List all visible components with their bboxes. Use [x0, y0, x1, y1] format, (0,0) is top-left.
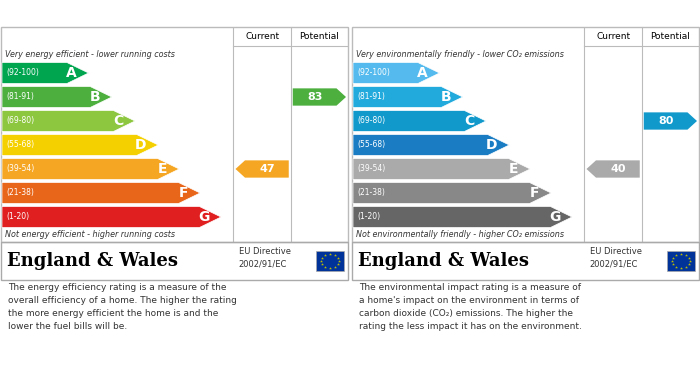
Text: (81-91): (81-91): [6, 93, 34, 102]
Text: England & Wales: England & Wales: [358, 252, 529, 270]
Polygon shape: [2, 135, 158, 156]
Text: EU Directive
2002/91/EC: EU Directive 2002/91/EC: [239, 247, 290, 269]
Polygon shape: [587, 160, 640, 178]
Text: A: A: [66, 66, 77, 80]
Polygon shape: [353, 86, 463, 108]
Text: Very environmentally friendly - lower CO₂ emissions: Very environmentally friendly - lower CO…: [356, 50, 564, 59]
Text: Current: Current: [596, 32, 630, 41]
Polygon shape: [644, 112, 697, 130]
Text: F: F: [178, 186, 188, 200]
Text: The energy efficiency rating is a measure of the
overall efficiency of a home. T: The energy efficiency rating is a measur…: [8, 283, 237, 331]
Text: 80: 80: [658, 116, 673, 126]
Text: Current: Current: [245, 32, 279, 41]
Text: A: A: [417, 66, 428, 80]
Polygon shape: [353, 206, 572, 228]
Text: D: D: [486, 138, 498, 152]
Text: (92-100): (92-100): [6, 68, 39, 77]
Text: E: E: [158, 162, 167, 176]
Polygon shape: [353, 158, 530, 179]
Text: 83: 83: [307, 92, 322, 102]
Polygon shape: [353, 111, 486, 131]
Text: G: G: [198, 210, 209, 224]
Polygon shape: [2, 158, 179, 179]
Text: 40: 40: [610, 164, 626, 174]
Polygon shape: [2, 111, 135, 131]
Text: D: D: [135, 138, 146, 152]
Text: (21-38): (21-38): [357, 188, 385, 197]
Text: (69-80): (69-80): [6, 117, 34, 126]
Polygon shape: [353, 183, 551, 203]
Text: (55-68): (55-68): [6, 140, 34, 149]
Text: England & Wales: England & Wales: [7, 252, 178, 270]
Text: 47: 47: [259, 164, 274, 174]
Text: (69-80): (69-80): [357, 117, 385, 126]
Polygon shape: [353, 135, 510, 156]
Text: (92-100): (92-100): [357, 68, 390, 77]
Text: (39-54): (39-54): [6, 165, 34, 174]
Bar: [316, 251, 344, 271]
Polygon shape: [2, 86, 112, 108]
Text: (55-68): (55-68): [357, 140, 385, 149]
Text: Very energy efficient - lower running costs: Very energy efficient - lower running co…: [5, 50, 175, 59]
Text: E: E: [509, 162, 519, 176]
Text: G: G: [549, 210, 560, 224]
Text: EU Directive
2002/91/EC: EU Directive 2002/91/EC: [589, 247, 642, 269]
Text: B: B: [90, 90, 100, 104]
Text: F: F: [530, 186, 539, 200]
Text: Environmental Impact (CO₂) Rating: Environmental Impact (CO₂) Rating: [358, 7, 590, 20]
Text: Not energy efficient - higher running costs: Not energy efficient - higher running co…: [5, 230, 175, 239]
Text: Potential: Potential: [650, 32, 690, 41]
Polygon shape: [293, 88, 346, 106]
Text: Energy Efficiency Rating: Energy Efficiency Rating: [7, 7, 169, 20]
Text: Not environmentally friendly - higher CO₂ emissions: Not environmentally friendly - higher CO…: [356, 230, 564, 239]
Text: (81-91): (81-91): [357, 93, 385, 102]
Bar: [667, 251, 695, 271]
Polygon shape: [2, 63, 88, 84]
Text: (39-54): (39-54): [357, 165, 385, 174]
Polygon shape: [2, 206, 221, 228]
Polygon shape: [235, 160, 288, 178]
Text: C: C: [113, 114, 123, 128]
Text: (1-20): (1-20): [6, 212, 29, 221]
Polygon shape: [2, 183, 200, 203]
Text: C: C: [464, 114, 474, 128]
Text: B: B: [440, 90, 451, 104]
Text: (21-38): (21-38): [6, 188, 34, 197]
Text: (1-20): (1-20): [357, 212, 380, 221]
Text: The environmental impact rating is a measure of
a home's impact on the environme: The environmental impact rating is a mea…: [359, 283, 582, 331]
Polygon shape: [353, 63, 440, 84]
Text: Potential: Potential: [300, 32, 339, 41]
